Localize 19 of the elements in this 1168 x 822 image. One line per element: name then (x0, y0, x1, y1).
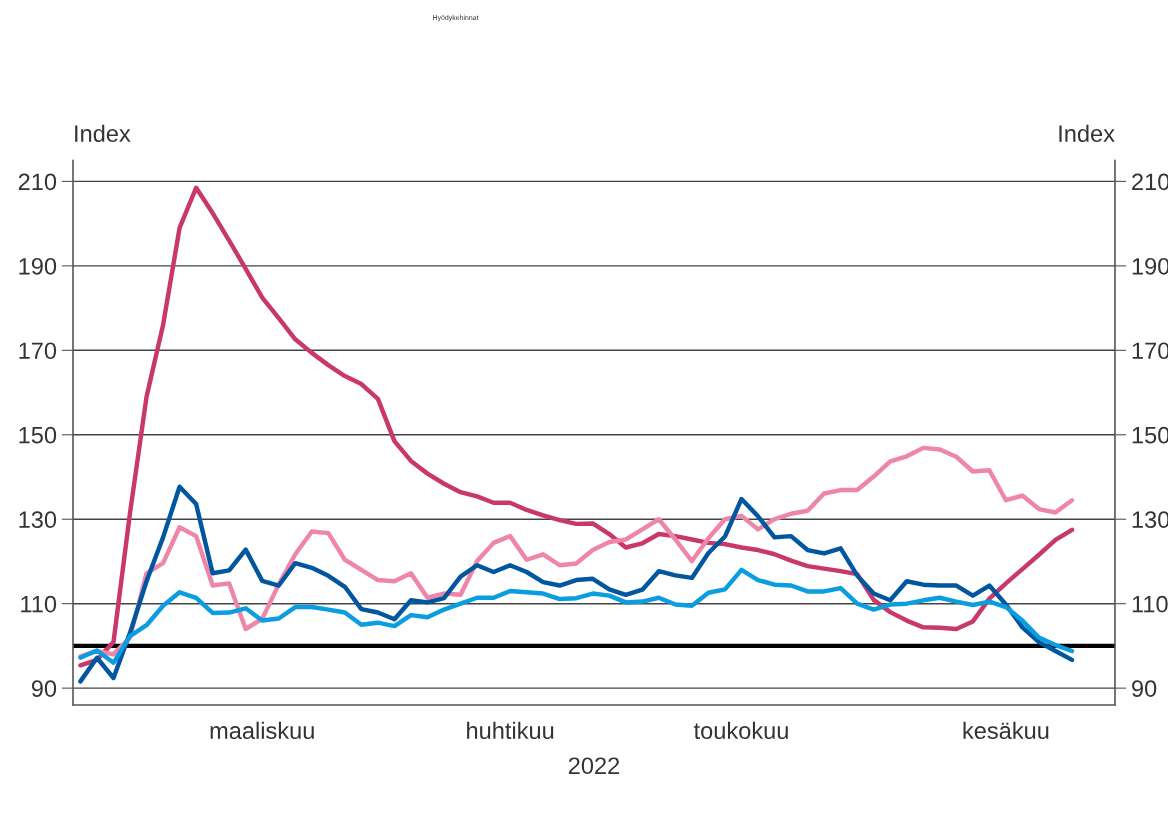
line-series (78, 185, 1075, 668)
y2-axis-title: Index (1059, 124, 1115, 142)
y-tick-label: 150 (19, 426, 57, 444)
x-tick-label: toukokuu (693, 721, 788, 740)
line-series (78, 567, 1075, 666)
y-tick-label: 90 (31, 680, 57, 697)
x-tick-label: maaliskuu (210, 721, 314, 740)
y-axis-title: Index (75, 124, 131, 142)
x-tick-label: kesäkuu (963, 721, 1049, 740)
y-tick-label: 110 (21, 595, 57, 613)
x-axis-title: 2022 (568, 757, 620, 775)
y-tick-label: 130 (19, 511, 57, 529)
y-tick-label: 190 (19, 257, 57, 275)
y-tick-label: 170 (19, 342, 57, 360)
line-series (78, 484, 1075, 684)
y-tick-label: 210 (18, 173, 57, 191)
y2-tick-label: 90 (1132, 680, 1157, 697)
y2-tick-label: 110 (1132, 595, 1168, 613)
x-tick-label: huhtikuu (467, 721, 554, 740)
